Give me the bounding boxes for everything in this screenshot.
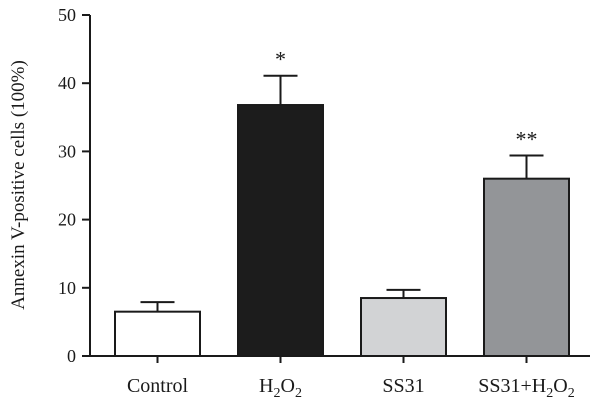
y-tick-label: 40: [58, 73, 76, 93]
bar: [483, 177, 570, 357]
x-tick-label: SS31+H2O2: [478, 375, 574, 401]
bar: [360, 297, 447, 357]
y-axis-title: Annexin V-positive cells (100%): [8, 60, 29, 310]
labels: Control * H2O2 SS31 ** SS31+H2O2: [127, 47, 575, 401]
y-tick-label: 10: [58, 278, 76, 298]
x-tick-label: H2O2: [259, 375, 302, 401]
y-tick-label: 50: [58, 5, 76, 25]
y-tick-label: 0: [67, 346, 76, 366]
y-tick-label: 30: [58, 141, 76, 161]
significance-marker: *: [275, 47, 286, 72]
bars: [114, 74, 570, 358]
significance-marker: **: [516, 126, 538, 151]
y-tick-label: 20: [58, 210, 76, 230]
x-tick-label: Control: [127, 375, 189, 397]
bar: [114, 310, 201, 358]
x-tick-label: SS31: [382, 375, 424, 397]
bar: [237, 104, 324, 357]
